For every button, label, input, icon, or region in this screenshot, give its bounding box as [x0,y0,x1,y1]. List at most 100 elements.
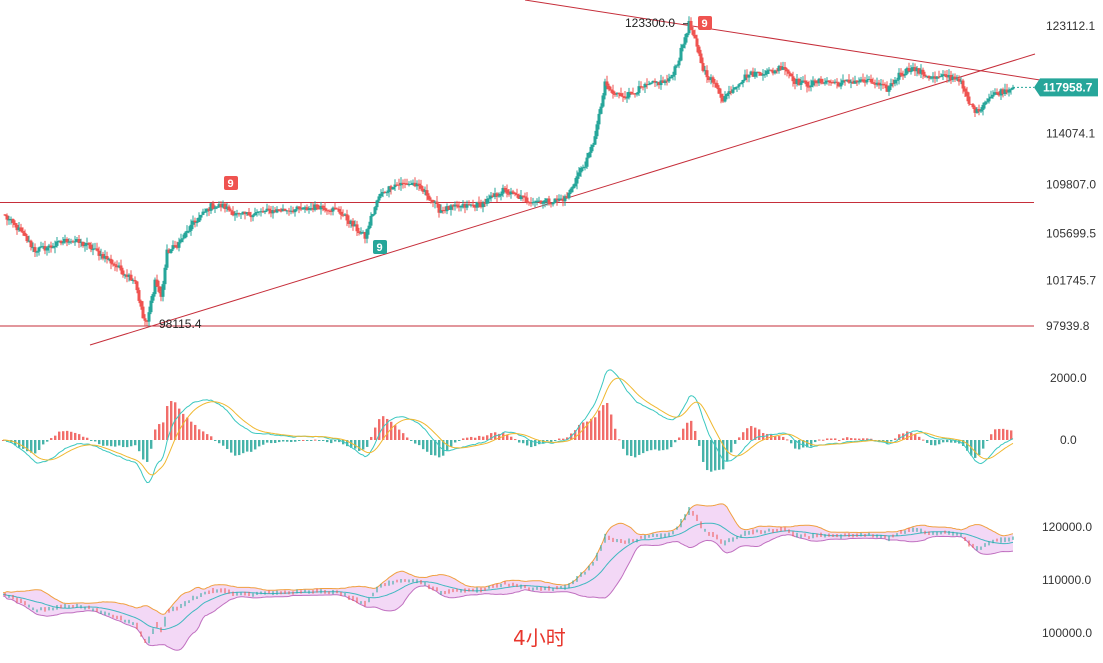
macd-histogram-bar [706,440,709,471]
macd-histogram-bar [146,440,149,462]
macd-histogram-bar [934,440,937,446]
candle [599,103,603,115]
candle-body [763,74,767,76]
candle-body [455,204,459,206]
macd-histogram-bar [826,438,829,440]
candle [331,206,335,216]
candle [763,70,767,78]
candle [153,277,157,297]
candle [887,85,891,96]
candle [397,178,401,190]
candle-body [1011,87,1015,90]
candle-body [441,209,445,211]
candle-body [261,211,265,213]
td-badge-high-text: 9 [702,18,708,30]
candle-body [187,230,191,232]
candle-body [257,211,261,213]
candle [191,215,195,230]
candle-body [277,209,281,211]
candle [891,79,895,88]
candle [917,67,921,76]
candle [781,61,785,71]
candle [243,211,247,220]
candle-body [249,215,253,218]
macd-histogram-bar [22,440,25,449]
candle-body [585,157,589,167]
candle [39,241,43,249]
candle [35,250,39,257]
candle-body [377,196,381,201]
macd-histogram-bar [30,440,33,453]
candle [239,213,243,219]
candle [83,242,87,252]
macd-histogram-bar [718,440,721,470]
candle-body [293,209,297,213]
candle [91,243,95,256]
macd-histogram-bar [142,440,145,460]
candle [761,69,765,81]
candle [121,267,125,278]
candle-body [333,207,337,209]
candle [381,188,385,198]
macd-histogram-bar [110,440,113,447]
macd-histogram-bar [622,440,625,449]
candle-body [887,86,891,92]
candle [1001,87,1005,98]
candle [981,102,985,116]
candle [345,209,349,227]
candle [503,185,507,193]
candle [543,197,547,208]
candle-body [313,204,317,210]
candle-body [771,70,775,74]
macd-histogram-bar [802,440,805,448]
candle [443,206,447,214]
macd-histogram-bar [250,440,253,452]
candle [31,242,35,253]
price-tick-label: 101745.7 [1046,274,1096,288]
candle-body [911,67,915,72]
candle [323,201,327,213]
candle [631,87,635,95]
candle-body [627,91,631,98]
price-tick-label: 97939.8 [1046,319,1090,333]
macd-histogram-bar [754,427,757,440]
macd-histogram-bar [534,440,537,447]
candle-body [119,265,123,271]
candle-body [1003,89,1007,94]
candle [201,208,205,216]
candle-body [21,231,25,233]
macd-histogram-bar [742,432,745,440]
macd-histogram-bar [270,440,273,444]
candle [173,240,177,248]
candle-body [79,241,83,243]
candle-body [399,182,403,186]
high-label: 123300.0 [625,16,675,30]
candle [207,207,211,216]
candle-body [741,80,745,83]
candle-body [589,146,593,153]
candle-body [237,213,241,215]
macd-histogram-bar [918,436,921,440]
candle [557,194,561,202]
candle-body [543,200,547,203]
candle [653,78,657,87]
candle-body [481,202,485,208]
candle [417,179,421,191]
candle [835,78,839,89]
macd-histogram-bar [326,440,329,443]
candle-body [833,81,837,83]
candle [933,71,937,84]
macd-histogram-bar [666,440,669,450]
candle [607,83,611,92]
candle-body [43,246,47,251]
candle [471,199,475,208]
candle [817,77,821,87]
candle [969,103,973,105]
candle-body [71,241,75,243]
candle-body [853,80,857,84]
candle [431,199,435,208]
candle-body [565,196,569,199]
macd-histogram-bar [222,440,225,446]
candle-body [783,66,787,70]
macd-histogram-bar [378,419,381,440]
